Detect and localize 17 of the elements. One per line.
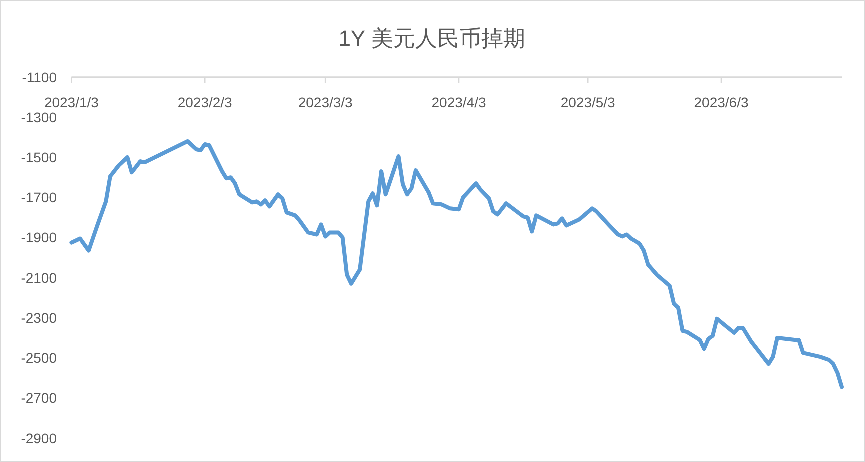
title: 1Y 美元人民币掉期 (338, 26, 526, 51)
y-tick-label: -2500 (21, 350, 58, 366)
y-tick-label: -1700 (21, 190, 58, 206)
x-tick-label: 2023/4/3 (432, 94, 486, 110)
y-tick-label: -2700 (21, 390, 58, 406)
x-tick-label: 2023/6/3 (694, 94, 749, 110)
y-tick-label: -1300 (21, 109, 58, 126)
y-tick-label: -1100 (22, 69, 58, 86)
y-tick-label: -1900 (21, 230, 58, 246)
x-tick-label: 2023/1/3 (44, 94, 100, 110)
x-tick-label: 2023/2/3 (178, 94, 233, 110)
x-tick-label: 2023/5/3 (560, 94, 616, 110)
x-tick-label: 2023/3/3 (298, 94, 354, 110)
y-tick-label: -2100 (21, 270, 58, 286)
y-tick-label: -2300 (21, 310, 58, 326)
y-tick-label: -1500 (21, 150, 58, 166)
y-tick-label: -2900 (21, 430, 58, 446)
